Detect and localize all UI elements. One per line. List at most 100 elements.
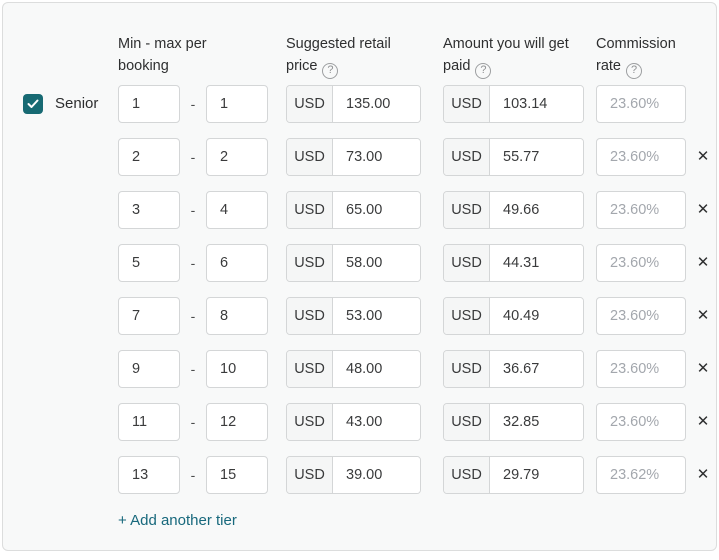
min-input[interactable] <box>118 455 180 494</box>
min-max-cell: - <box>118 190 268 229</box>
min-max-cell: - <box>118 402 268 441</box>
pricing-tiers-panel: Min - max per booking Suggested retail p… <box>2 2 717 551</box>
retail-price-cell: USD <box>286 349 421 388</box>
min-input[interactable] <box>118 243 180 282</box>
min-max-cell: - <box>118 455 268 494</box>
commission-rate-cell <box>596 455 686 494</box>
retail-price-cell: USD <box>286 296 421 335</box>
retail-price-cell: USD <box>286 190 421 229</box>
range-dash: - <box>190 95 196 112</box>
commission-rate-cell <box>596 190 686 229</box>
help-icon[interactable]: ? <box>475 62 492 79</box>
tier-row: - USD USD ✕ <box>23 455 709 494</box>
help-icon[interactable]: ? <box>322 62 339 79</box>
range-dash: - <box>190 413 196 430</box>
commission-rate-input <box>596 243 686 282</box>
amount-paid-cell: USD <box>443 402 584 441</box>
amount-paid-input[interactable] <box>490 456 583 493</box>
retail-price-group: USD <box>286 84 421 123</box>
min-input[interactable] <box>118 190 180 229</box>
remove-tier-button[interactable]: ✕ <box>696 253 710 271</box>
amount-paid-group: USD <box>443 137 584 176</box>
currency-prefix: USD <box>287 350 333 387</box>
max-input[interactable] <box>206 402 268 441</box>
currency-prefix: USD <box>444 85 490 122</box>
min-max-header-label: Min - max per booking <box>118 36 207 74</box>
retail-price-cell: USD <box>286 243 421 282</box>
retail-price-input[interactable] <box>333 297 420 334</box>
remove-tier-button[interactable]: ✕ <box>696 465 710 483</box>
retail-price-group: USD <box>286 137 421 176</box>
tier-row: - USD USD ✕ <box>23 349 709 388</box>
range-dash: - <box>190 201 196 218</box>
remove-tier-button[interactable]: ✕ <box>696 359 710 377</box>
min-max-header: Min - max per booking <box>118 33 268 77</box>
retail-price-cell: USD <box>286 402 421 441</box>
remove-tier-button[interactable]: ✕ <box>696 200 710 218</box>
remove-tier-button[interactable]: ✕ <box>696 147 710 165</box>
retail-price-input[interactable] <box>333 403 420 440</box>
retail-price-group: USD <box>286 243 421 282</box>
min-input[interactable] <box>118 296 180 335</box>
commission-rate-input <box>596 84 686 123</box>
retail-price-input[interactable] <box>333 191 420 228</box>
senior-label: Senior <box>55 95 99 112</box>
commission-rate-cell <box>596 137 686 176</box>
min-max-cell: - <box>118 84 268 123</box>
min-input[interactable] <box>118 137 180 176</box>
remove-tier-button[interactable]: ✕ <box>696 306 710 324</box>
retail-price-input[interactable] <box>333 244 420 281</box>
max-input[interactable] <box>206 349 268 388</box>
amount-paid-input[interactable] <box>490 297 583 334</box>
tier-row: - USD USD ✕ <box>23 402 709 441</box>
min-max-cell: - <box>118 137 268 176</box>
amount-paid-cell: USD <box>443 296 584 335</box>
amount-paid-input[interactable] <box>490 85 583 122</box>
remove-tier-button[interactable]: ✕ <box>696 412 710 430</box>
amount-paid-input[interactable] <box>490 350 583 387</box>
currency-prefix: USD <box>444 191 490 228</box>
remove-cell: ✕ <box>690 253 716 272</box>
min-input[interactable] <box>118 349 180 388</box>
add-another-tier-link[interactable]: + Add another tier <box>118 511 237 529</box>
range-dash: - <box>190 254 196 271</box>
max-input[interactable] <box>206 455 268 494</box>
currency-prefix: USD <box>444 297 490 334</box>
retail-price-group: USD <box>286 349 421 388</box>
help-icon[interactable]: ? <box>626 62 642 79</box>
retail-price-input[interactable] <box>333 85 420 122</box>
retail-price-input[interactable] <box>333 138 420 175</box>
amount-paid-cell: USD <box>443 243 584 282</box>
retail-price-header: Suggested retail price? <box>286 33 421 79</box>
min-max-cell: - <box>118 349 268 388</box>
retail-price-input[interactable] <box>333 350 420 387</box>
amount-paid-cell: USD <box>443 190 584 229</box>
currency-prefix: USD <box>444 403 490 440</box>
tier-row: - USD USD ✕ <box>23 243 709 282</box>
senior-checkbox[interactable] <box>23 93 43 114</box>
retail-price-group: USD <box>286 402 421 441</box>
max-input[interactable] <box>206 243 268 282</box>
retail-price-input[interactable] <box>333 456 420 493</box>
retail-price-cell: USD <box>286 455 421 494</box>
tier-row: - USD USD ✕ <box>23 296 709 335</box>
max-input[interactable] <box>206 84 268 123</box>
amount-paid-input[interactable] <box>490 191 583 228</box>
currency-prefix: USD <box>444 456 490 493</box>
commission-rate-input <box>596 190 686 229</box>
min-input[interactable] <box>118 402 180 441</box>
currency-prefix: USD <box>444 244 490 281</box>
amount-paid-group: USD <box>443 84 584 123</box>
max-input[interactable] <box>206 137 268 176</box>
max-input[interactable] <box>206 296 268 335</box>
amount-paid-input[interactable] <box>490 138 583 175</box>
range-dash: - <box>190 148 196 165</box>
retail-price-cell: USD <box>286 84 421 123</box>
amount-paid-input[interactable] <box>490 403 583 440</box>
max-input[interactable] <box>206 190 268 229</box>
amount-paid-cell: USD <box>443 137 584 176</box>
min-input[interactable] <box>118 84 180 123</box>
amount-paid-input[interactable] <box>490 244 583 281</box>
commission-rate-cell <box>596 296 686 335</box>
currency-prefix: USD <box>287 191 333 228</box>
